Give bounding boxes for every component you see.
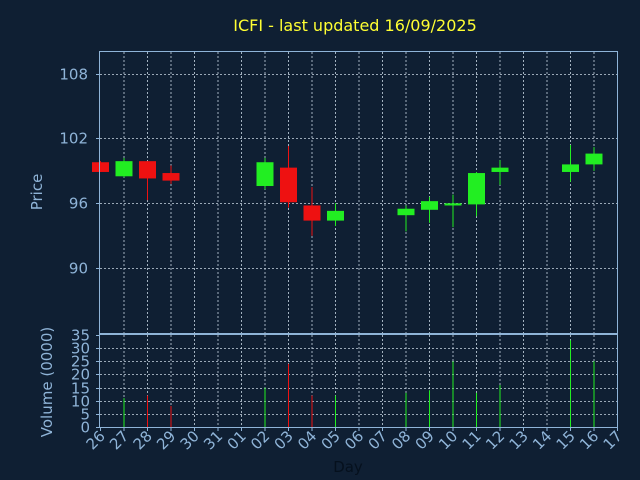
volume-tick-label: 0 [80, 419, 90, 437]
price-tick-label: 90 [69, 260, 88, 278]
candle-body [303, 205, 321, 221]
candle-body [280, 167, 297, 203]
candle-body [397, 208, 415, 216]
x-axis-label: Day [333, 458, 363, 476]
candle-body [562, 164, 579, 172]
volume-tick-label: 10 [71, 393, 90, 411]
price-tick-labels: 90 96 102 108 [59, 66, 100, 278]
x-tick-labels: 2627282930310102030405060708091011121314… [83, 427, 626, 453]
price-tick-label: 108 [59, 66, 88, 84]
volume-tick-label: 15 [71, 380, 90, 398]
volume-tick-label: 20 [71, 366, 90, 384]
volume-tick-label: 35 [71, 327, 90, 345]
candle-body [327, 210, 344, 221]
candle-body [444, 203, 462, 206]
candle-body [491, 167, 509, 172]
volume-tick-label: 25 [71, 353, 90, 371]
price-tick-label: 102 [59, 130, 88, 148]
candle-body [585, 153, 603, 165]
price-plot-frame [99, 51, 618, 334]
candle-body [115, 161, 133, 177]
candle-body [421, 201, 438, 210]
candle-body [468, 173, 485, 205]
price-tick-label: 96 [69, 195, 88, 213]
candle-body [162, 173, 180, 181]
candle-body [139, 161, 156, 179]
chart-title: ICFI - last updated 16/09/2025 [233, 16, 477, 35]
volume-tick-label: 5 [80, 406, 90, 424]
volume-axis-label: Volume (0000) [38, 327, 56, 437]
candle-body [256, 162, 274, 187]
price-candles [92, 144, 603, 236]
price-axis-label: Price [28, 174, 46, 211]
volume-tick-label: 30 [71, 340, 90, 358]
candle-body [92, 162, 109, 172]
volume-bars [123, 340, 595, 427]
